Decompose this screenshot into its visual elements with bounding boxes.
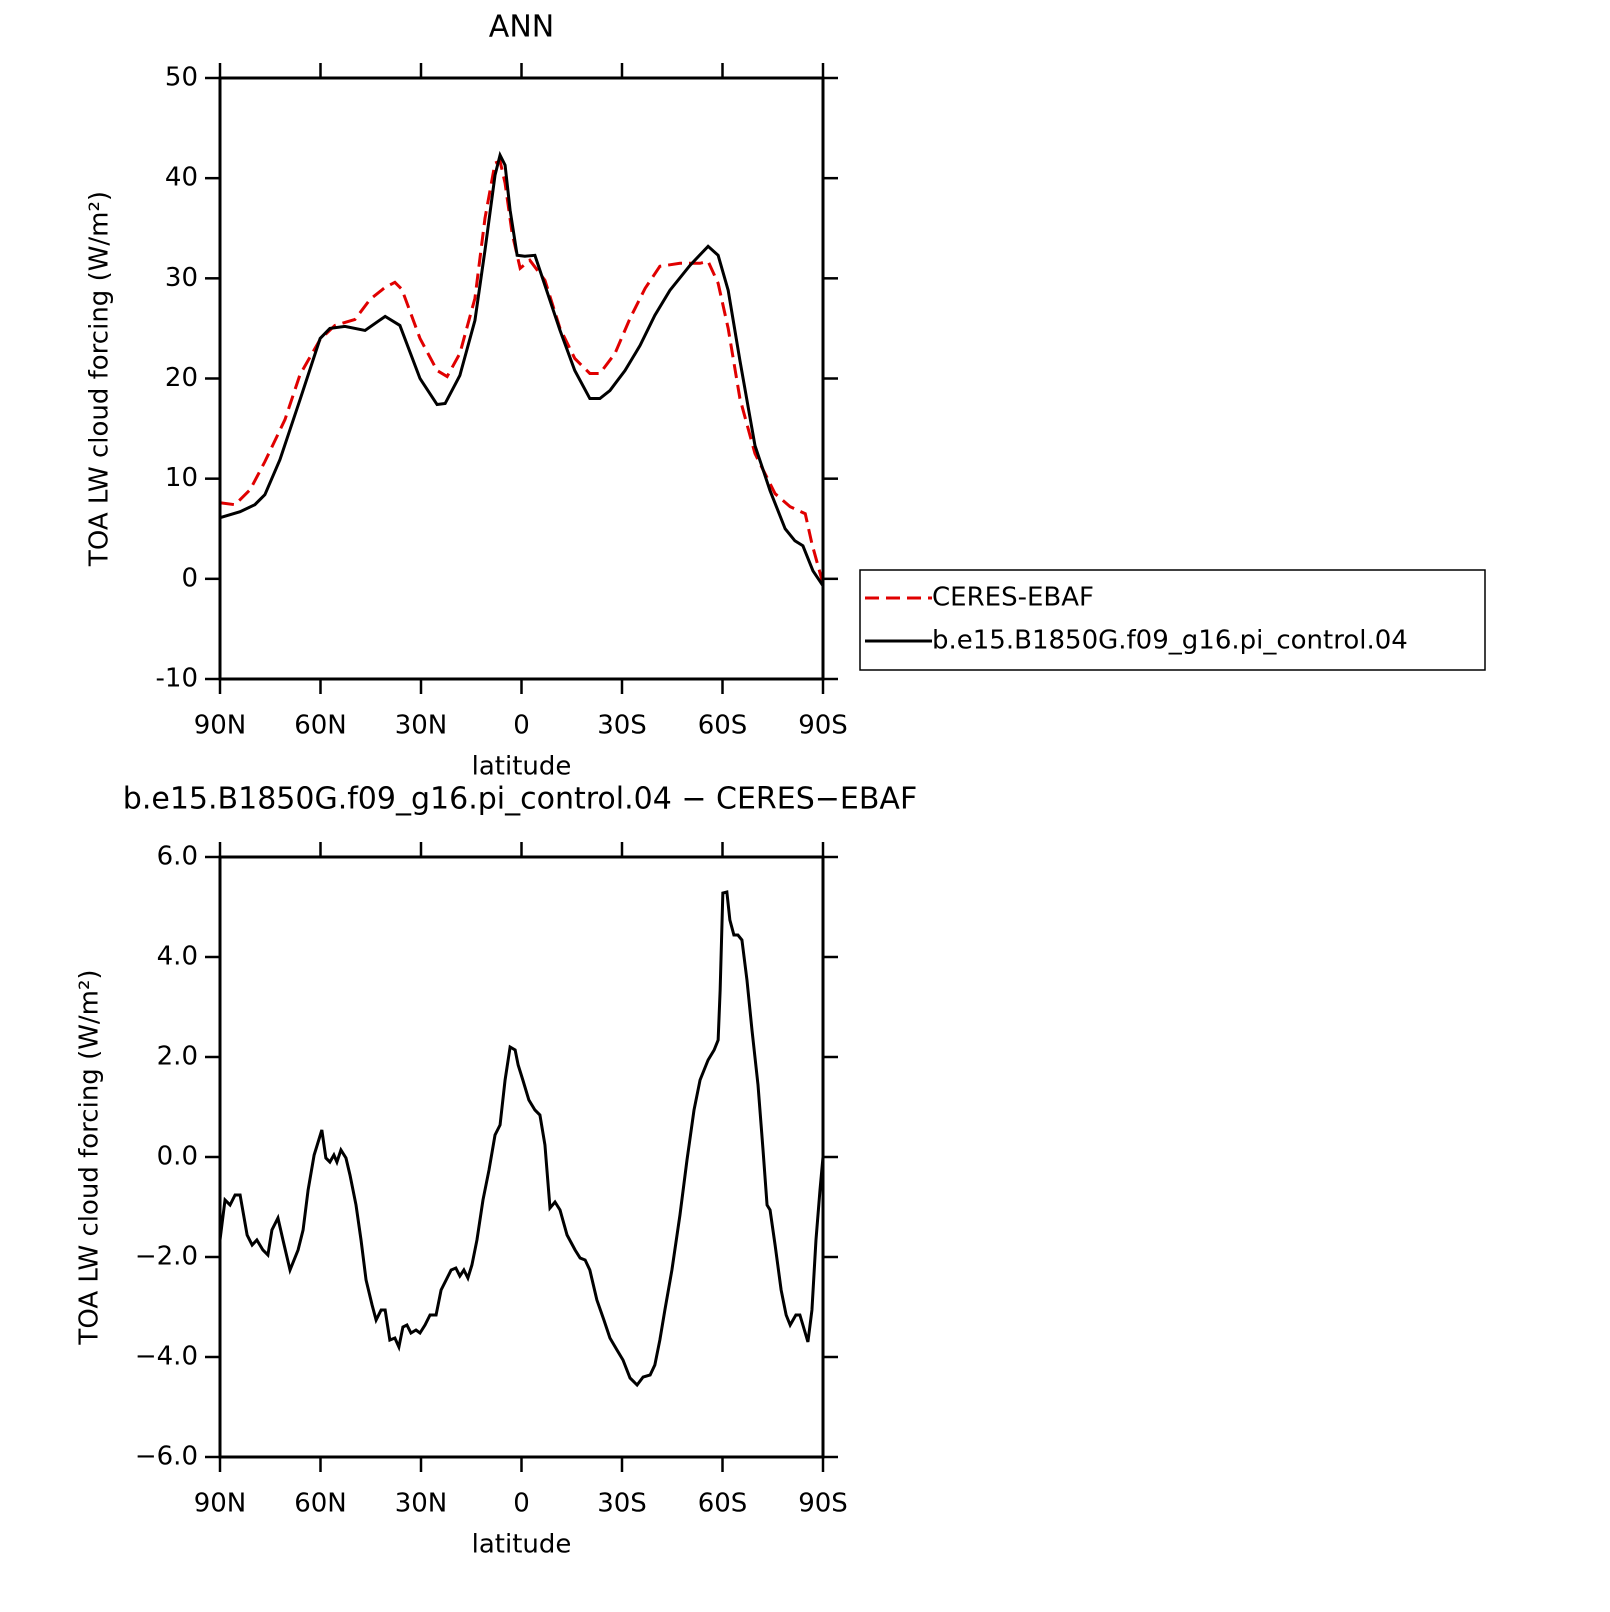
legend-box (859, 569, 1486, 671)
x-tick-label: 90S (798, 1489, 848, 1519)
legend-label: CERES-EBAF (932, 583, 1094, 613)
x-tick-label: 60S (698, 1489, 748, 1519)
x-tick-label: 90N (194, 1489, 247, 1519)
x-tick-label: 90S (798, 711, 848, 741)
y-tick-label: 20 (165, 363, 198, 393)
y-tick-label: −4.0 (135, 1342, 198, 1372)
plot-frame (218, 76, 825, 681)
y-tick-label: 10 (165, 463, 198, 493)
y-tick-label: −2.0 (135, 1242, 198, 1272)
x-tick-label: 30S (597, 711, 647, 741)
y-tick-label: 4.0 (157, 942, 198, 972)
y-tick-label: 0 (181, 563, 198, 593)
x-tick-label: 60N (294, 711, 347, 741)
y-tick-label: 30 (165, 263, 198, 293)
x-tick-label: 0 (513, 1489, 530, 1519)
legend-label: b.e15.B1850G.f09_g16.pi_control.04 (932, 626, 1408, 656)
x-tick-label: 0 (513, 711, 530, 741)
x-tick-label: 60N (294, 1489, 347, 1519)
x-axis-label: latitude (472, 752, 572, 782)
data-line (219, 150, 825, 587)
chart-title: ANN (489, 10, 554, 45)
y-tick-label: 0.0 (157, 1142, 198, 1172)
chart-title: b.e15.B1850G.f09_g16.pi_control.04 − CER… (123, 782, 917, 817)
plot-frame (218, 855, 825, 1459)
y-tick-label: 50 (165, 63, 198, 93)
y-tick-label: 40 (165, 163, 198, 193)
data-line (218, 890, 825, 1388)
x-tick-label: 60S (698, 711, 748, 741)
x-tick-label: 30N (395, 711, 448, 741)
y-tick-label: -10 (156, 664, 198, 694)
y-axis-label: TOA LW cloud forcing (W/m²) (85, 191, 115, 567)
x-axis-label: latitude (472, 1530, 572, 1560)
y-axis-label: TOA LW cloud forcing (W/m²) (75, 969, 105, 1345)
y-tick-label: 2.0 (157, 1042, 198, 1072)
y-tick-label: −6.0 (135, 1442, 198, 1472)
x-tick-label: 30S (597, 1489, 647, 1519)
x-tick-label: 90N (194, 711, 247, 741)
x-tick-label: 30N (395, 1489, 448, 1519)
y-tick-label: 6.0 (157, 842, 198, 872)
